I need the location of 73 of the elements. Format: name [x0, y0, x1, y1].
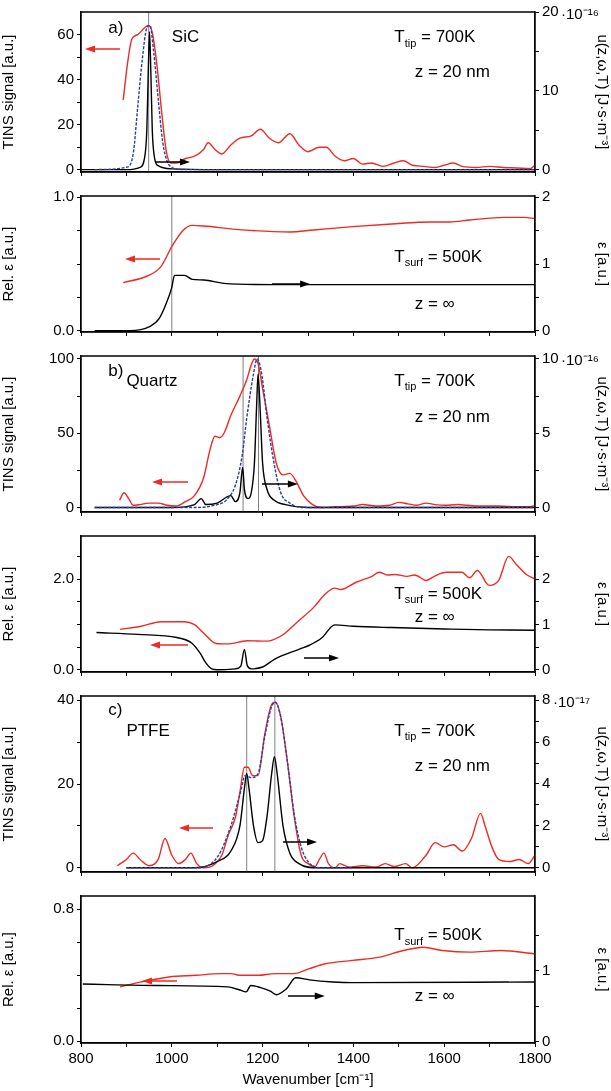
line-series — [119, 555, 535, 645]
y-tick-label: 100 — [48, 349, 74, 367]
annotation: z = ∞ — [414, 985, 455, 1005]
y2-tick-label: 1 — [542, 614, 551, 632]
y2-axis-title: u(z,ω,T) [J·s·m⁻³] — [594, 34, 611, 150]
annotation: z = 20 nm — [414, 756, 490, 776]
y2-tick-label: 0 — [542, 159, 551, 177]
x-axis-title: Wavenumber [cm⁻¹] — [242, 1070, 374, 1088]
line-series — [119, 946, 535, 988]
y2-tick-label: 0 — [542, 659, 551, 677]
y-axis-title: TINS signal [a.u.] — [0, 376, 17, 492]
annotation: z = 20 nm — [414, 406, 490, 426]
y2-tick-label: 5 — [542, 423, 551, 441]
annotation: z = ∞ — [414, 607, 455, 627]
y2-axis-title: ε [a.u.] — [594, 581, 611, 627]
text: ·10⁻¹⁶ — [561, 5, 599, 23]
text: ·10⁻¹⁶ — [561, 350, 599, 368]
y2-tick-label: 10 — [542, 80, 559, 98]
annotation: b) — [108, 361, 124, 381]
y2-tick-label: 0 — [542, 1031, 551, 1049]
x-tick-label: 1200 — [245, 1049, 280, 1067]
annotation: a) — [108, 17, 124, 37]
y2-tick-label: 2 — [542, 569, 551, 587]
y-tick-label: 0 — [65, 857, 74, 875]
y2-axis-title: ε [a.u.] — [594, 947, 611, 992]
y-tick-label: 40 — [57, 69, 74, 87]
y2-tick-label: 1 — [542, 960, 551, 978]
y2-tick-label: 20 — [542, 2, 559, 20]
y-tick-label: 50 — [57, 423, 74, 441]
annotation: SiC — [171, 27, 200, 47]
y-tick-label: 0.0 — [53, 659, 74, 677]
line-series — [122, 216, 535, 284]
line-series — [125, 701, 355, 869]
y-axis-title: Rel. ε [a.u.] — [0, 931, 17, 1008]
y-tick-label: 20 — [57, 774, 74, 792]
y2-tick-label: 1 — [542, 254, 551, 272]
y2-tick-label: 6 — [542, 732, 551, 750]
annotation: z = 20 nm — [414, 62, 490, 82]
y-axis-title: TINS signal [a.u.] — [0, 34, 17, 150]
y2-axis-title: u(z,ω,T) [J·s·m⁻³] — [594, 376, 611, 492]
y2-tick-label: 10 — [542, 349, 559, 367]
y-tick-label: 0 — [65, 497, 74, 515]
y-tick-label: 1.0 — [53, 187, 74, 205]
x-tick-label: 800 — [68, 1049, 94, 1067]
annotation: Quartz — [126, 370, 178, 390]
y-tick-label: 0.0 — [53, 1031, 74, 1049]
x-tick-label: 1600 — [427, 1049, 461, 1067]
y2-tick-label: 2 — [542, 816, 551, 834]
y-tick-label: 0.0 — [53, 320, 74, 338]
y-axis-title: Rel. ε [a.u.] — [0, 226, 17, 302]
y2-axis-title: u(z,ω,T) [J·s·m⁻³] — [594, 726, 611, 842]
y-axis-title: Rel. ε [a.u.] — [0, 566, 17, 642]
y-tick-label: 40 — [57, 690, 74, 708]
y2-tick-label: 0 — [542, 857, 551, 875]
y-tick-label: 2.0 — [53, 569, 74, 587]
x-tick-label: 1400 — [336, 1049, 371, 1067]
annotation: PTFE — [126, 720, 170, 740]
text: ·10⁻¹⁷ — [553, 693, 591, 711]
y2-axis-title: ε [a.u.] — [594, 241, 611, 287]
y-tick-label: 20 — [57, 114, 74, 132]
y-tick-label: 0.8 — [53, 899, 74, 917]
annotation: c) — [108, 699, 123, 719]
y2-tick-label: 4 — [542, 774, 551, 792]
y-tick-label: 60 — [57, 24, 74, 42]
y2-tick-label: 8 — [542, 690, 551, 708]
y2-tick-label: 0 — [542, 320, 551, 338]
x-tick-label: 1000 — [155, 1049, 189, 1067]
y-tick-label: 0 — [65, 159, 74, 177]
annotation: z = ∞ — [414, 294, 455, 314]
x-tick-label: 1800 — [518, 1049, 552, 1067]
y2-tick-label: 0 — [542, 497, 551, 515]
y-axis-title: TINS signal [a.u.] — [0, 726, 17, 842]
y2-tick-label: 2 — [542, 187, 551, 205]
